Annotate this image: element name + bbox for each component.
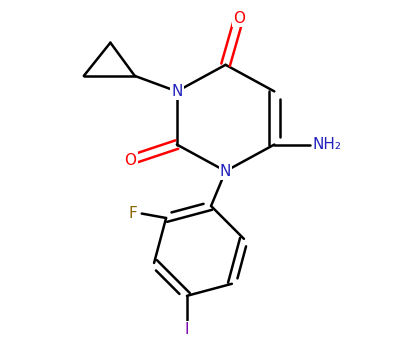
Text: N: N: [171, 84, 183, 99]
Text: NH₂: NH₂: [313, 137, 342, 152]
Text: O: O: [124, 153, 137, 167]
Text: I: I: [185, 323, 189, 337]
Text: F: F: [129, 206, 137, 221]
Text: N: N: [220, 164, 231, 179]
Text: O: O: [233, 11, 245, 26]
